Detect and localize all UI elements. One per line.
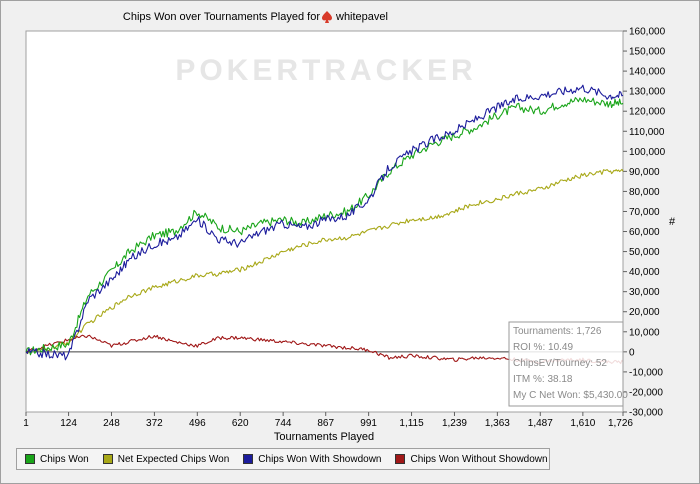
y-tick-label: 100,000	[629, 147, 666, 158]
y-tick-label: 160,000	[629, 27, 666, 38]
y-tick-label: 90,000	[629, 167, 660, 178]
tooltip: Tournaments: 1,726 ROI %: 10.49 ChipsEV/…	[508, 321, 628, 407]
tooltip-line: Tournaments: 1,726	[513, 326, 602, 337]
x-tick-label: 496	[189, 418, 206, 429]
x-axis-label: Tournaments Played	[274, 431, 374, 443]
tooltip-line: ChipsEV/Tourney: 52	[513, 358, 607, 369]
y-tick-label: 40,000	[629, 267, 660, 278]
x-tick-label: 744	[275, 418, 292, 429]
legend-label: Chips Won	[40, 453, 89, 465]
y-tick-label: -20,000	[629, 387, 663, 398]
legend-label: Chips Won Without Showdown	[410, 453, 548, 465]
y-tick-label: 20,000	[629, 307, 660, 318]
y-tick-label: -10,000	[629, 367, 663, 378]
x-tick-label: 1,487	[528, 418, 553, 429]
x-tick-label: 867	[317, 418, 334, 429]
legend-swatch	[25, 454, 35, 464]
y-tick-label: 120,000	[629, 107, 666, 118]
series-line-net-expected-chips-won	[25, 168, 624, 355]
legend-item-net-expected[interactable]: Net Expected Chips Won	[102, 453, 230, 465]
player-name: whitepavel	[335, 11, 388, 23]
y-tick-label: 70,000	[629, 207, 660, 218]
x-tick-label: 372	[146, 418, 163, 429]
y-tick-label: 60,000	[629, 227, 660, 238]
chart-title: Chips Won over Tournaments Played for	[123, 11, 320, 23]
tooltip-box	[508, 321, 624, 407]
legend: Chips Won Net Expected Chips Won Chips W…	[16, 448, 550, 470]
y-tick-label: 140,000	[629, 67, 666, 78]
legend-swatch	[395, 454, 406, 464]
legend-label: Net Expected Chips Won	[117, 453, 230, 465]
watermark: POKERTRACKER	[175, 54, 476, 87]
x-tick-label: 1,363	[485, 418, 510, 429]
legend-item-without-showdown[interactable]: Chips Won Without Showdown	[395, 453, 548, 465]
y-axis-label: #	[669, 216, 676, 228]
x-tick-label: 248	[103, 418, 120, 429]
y-tick-label: -30,000	[629, 408, 663, 419]
player-suit-icon	[322, 11, 332, 23]
tooltip-line: ITM %: 38.18	[513, 374, 573, 385]
x-tick-label: 1,610	[570, 418, 595, 429]
legend-swatch	[102, 454, 113, 464]
x-tick-label: 1	[23, 418, 29, 429]
x-axis: 1 124 248 372 496 620 744 867 991 1,115 1,239 1,363…	[23, 412, 633, 429]
series-line-chips-won	[25, 96, 624, 356]
y-tick-label: 80,000	[629, 187, 660, 198]
tooltip-line: ROI %: 10.49	[513, 342, 573, 353]
y-tick-label: 10,000	[629, 327, 660, 338]
x-tick-label: 1,239	[442, 418, 467, 429]
y-tick-label: 0	[629, 347, 635, 358]
x-tick-label: 124	[60, 418, 77, 429]
y-axis: -30,000 -20,000 -10,000 0 10,000 20,000 30,000…	[623, 27, 666, 419]
y-tick-label: 110,000	[629, 127, 665, 138]
tooltip-line: My C Net Won: $5,430.00	[513, 390, 628, 401]
y-tick-label: 150,000	[629, 47, 666, 58]
x-tick-label: 1,115	[399, 418, 424, 429]
y-tick-label: 130,000	[629, 87, 666, 98]
legend-item-with-showdown[interactable]: Chips Won With Showdown	[243, 454, 381, 465]
x-tick-label: 991	[360, 418, 377, 429]
y-tick-label: 30,000	[629, 287, 660, 298]
y-tick-label: 50,000	[629, 247, 660, 258]
legend-item-chips-won[interactable]: Chips Won	[25, 454, 89, 465]
series-line-chips-won-with-showdown	[25, 84, 624, 361]
legend-swatch	[243, 454, 254, 464]
legend-label: Chips Won With Showdown	[258, 453, 382, 465]
x-tick-label: 620	[232, 418, 249, 429]
x-tick-label: 1,726	[608, 418, 633, 429]
